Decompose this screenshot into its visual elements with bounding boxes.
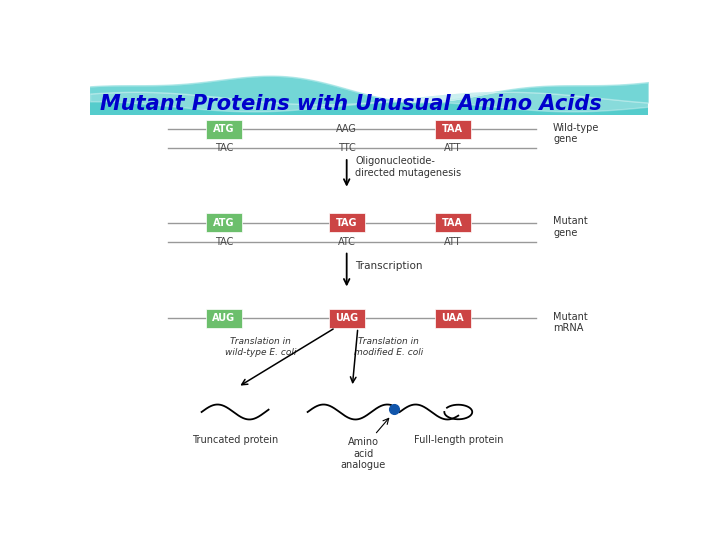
Text: Mutant
mRNA: Mutant mRNA [553, 312, 588, 333]
FancyBboxPatch shape [206, 309, 242, 328]
Text: AUG: AUG [212, 313, 235, 323]
Text: UAA: UAA [441, 313, 464, 323]
Text: Translation in
modified E. coli: Translation in modified E. coli [354, 337, 423, 356]
Text: TAA: TAA [442, 218, 463, 228]
Text: Amino
acid
analogue: Amino acid analogue [341, 437, 386, 470]
Text: ATT: ATT [444, 143, 462, 153]
Text: ATT: ATT [444, 237, 462, 247]
Text: TAC: TAC [215, 237, 233, 247]
Text: UAG: UAG [335, 313, 359, 323]
Text: TAG: TAG [336, 218, 357, 228]
Text: Translation in
wild-type E. coli: Translation in wild-type E. coli [225, 337, 296, 356]
Text: Wild-type
gene: Wild-type gene [553, 123, 600, 144]
FancyBboxPatch shape [206, 120, 242, 139]
Text: AAG: AAG [336, 124, 357, 134]
Text: Mutant
gene: Mutant gene [553, 216, 588, 238]
FancyBboxPatch shape [329, 309, 364, 328]
FancyBboxPatch shape [435, 120, 471, 139]
FancyBboxPatch shape [435, 213, 471, 232]
FancyBboxPatch shape [329, 213, 364, 232]
Text: TAC: TAC [215, 143, 233, 153]
Text: TTC: TTC [338, 143, 356, 153]
FancyBboxPatch shape [206, 213, 242, 232]
FancyBboxPatch shape [435, 309, 471, 328]
Text: Mutant Proteins with Unusual Amino Acids: Mutant Proteins with Unusual Amino Acids [100, 94, 602, 114]
Text: TAA: TAA [442, 124, 463, 134]
Text: Truncated protein: Truncated protein [192, 435, 278, 445]
Text: Oligonucleotide-
directed mutagenesis: Oligonucleotide- directed mutagenesis [355, 156, 462, 178]
Text: ATG: ATG [213, 124, 235, 134]
Text: ATG: ATG [213, 218, 235, 228]
Text: Full-length protein: Full-length protein [413, 435, 503, 445]
Text: Transcription: Transcription [355, 261, 423, 271]
Bar [90, 65, 648, 114]
Text: ATC: ATC [338, 237, 356, 247]
